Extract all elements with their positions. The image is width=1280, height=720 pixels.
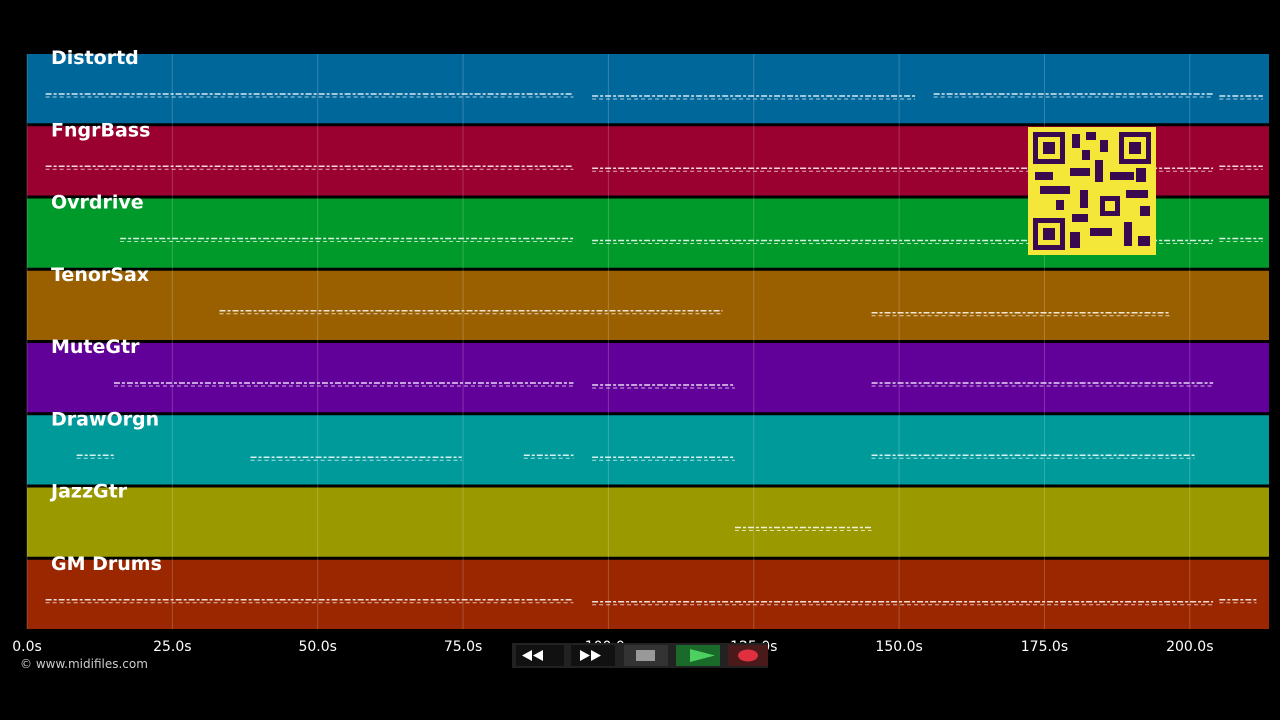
track-name: Distortd bbox=[51, 47, 139, 69]
record-button[interactable] bbox=[728, 645, 768, 666]
track-name: MuteGtr bbox=[51, 336, 140, 358]
tick-label: 150.0s bbox=[875, 639, 922, 655]
track-name: GM Drums bbox=[51, 553, 162, 575]
rewind-button[interactable] bbox=[516, 645, 564, 666]
track-name: TenorSax bbox=[51, 264, 149, 286]
qr-code bbox=[1028, 127, 1156, 255]
track-name: DrawOrgn bbox=[51, 408, 159, 430]
track-lane bbox=[27, 54, 1269, 124]
play-button[interactable] bbox=[676, 645, 720, 666]
stop-button[interactable] bbox=[624, 645, 668, 666]
track-lane bbox=[27, 343, 1269, 413]
grid bbox=[26, 54, 1191, 629]
transport-controls bbox=[512, 643, 768, 668]
credit: © www.midifiles.com bbox=[20, 657, 148, 671]
tick-label: 75.0s bbox=[444, 639, 482, 655]
tick-label: 175.0s bbox=[1021, 639, 1068, 655]
track-lane bbox=[27, 270, 1269, 340]
track-lane bbox=[27, 487, 1269, 557]
track-lane bbox=[27, 559, 1269, 629]
track-name: JazzGtr bbox=[49, 481, 128, 503]
forward-button[interactable] bbox=[571, 645, 615, 666]
tick-label: 200.0s bbox=[1166, 639, 1213, 655]
track-lane bbox=[27, 415, 1269, 485]
track-name: Ovrdrive bbox=[51, 192, 144, 214]
tick-label: 25.0s bbox=[153, 639, 191, 655]
tick-label: 0.0s bbox=[12, 639, 42, 655]
track-name: FngrBass bbox=[51, 119, 150, 141]
tick-label: 50.0s bbox=[298, 639, 336, 655]
labels: Distortd FngrBass Ovrdrive TenorSax MuteGtr D… bbox=[49, 47, 162, 575]
